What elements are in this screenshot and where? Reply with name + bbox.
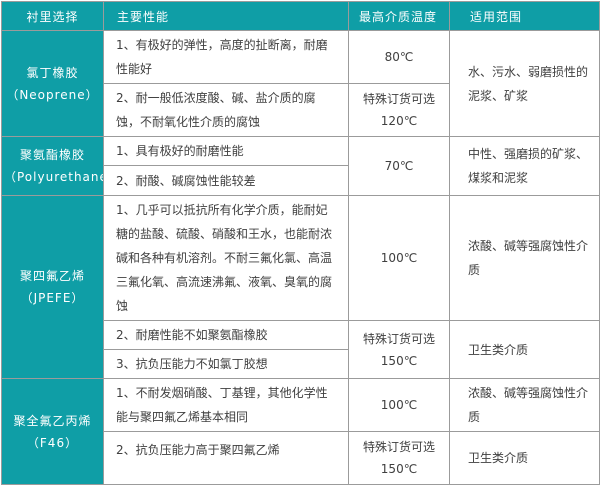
material-name-en: （Polyurethane）: [4, 170, 103, 184]
table-row: 3、抗负压能力不如氯丁胶想: [2, 349, 600, 379]
table-row: 氯丁橡胶 （Neoprene） 1、有极好的弹性，高度的扯断离，耐磨性能好 80…: [1, 30, 600, 137]
range-cell: 浓酸、碱等强腐蚀性介质: [449, 378, 600, 432]
temp-special-order-label: 特殊订货可选: [362, 92, 435, 106]
table-row: 聚四氟乙烯 （JPEFE） 1、几乎可以抵抗所有化学介质，能耐妃糖的盐酸、硫酸、…: [1, 195, 600, 379]
material-cell-polyurethane: 聚氨酯橡胶 （Polyurethane）: [1, 136, 104, 196]
temp-cell: 特殊订货可选 150℃: [348, 320, 450, 379]
temp-special-order-value: 150℃: [380, 462, 418, 476]
header-lining-selection: 衬里选择: [1, 1, 104, 31]
temp-cell: 特殊订货可选 150℃: [348, 431, 450, 485]
property-cell: 2、抗负压能力高于聚四氟乙烯: [103, 431, 349, 485]
property-cell: 2、耐一般低浓度酸、碱、盐介质的腐蚀，不耐氧化性介质的腐蚀: [103, 83, 349, 137]
temp-cell: 特殊订货可选 120℃: [348, 83, 450, 137]
property-cell: 1、几乎可以抵抗所有化学介质，能耐妃糖的盐酸、硫酸、硝酸和王水，也能耐浓碱和各种…: [103, 195, 349, 321]
table-row: 2、耐磨性能不如聚氨酯橡胶 特殊订货可选 150℃ 卫生类介质: [2, 320, 600, 379]
range-cell: 卫生类介质: [449, 320, 600, 379]
header-max-medium-temp: 最高介质温度: [348, 1, 450, 31]
material-name-en: （Neoprene）: [6, 87, 99, 102]
property-cell: 2、耐磨性能不如聚氨酯橡胶: [103, 320, 349, 350]
range-cell: 中性、强磨损的矿浆、煤浆和泥浆: [449, 136, 600, 196]
table-row: 聚氨酯橡胶 （Polyurethane） 1、具有极好的耐磨性能 70℃ 中性、…: [1, 136, 600, 196]
material-name-cn: 聚四氟乙烯: [19, 269, 85, 283]
material-name-cn: 聚氨酯橡胶: [19, 148, 85, 162]
property-cell: 1、有极好的弹性，高度的扯断离，耐磨性能好: [103, 30, 349, 84]
header-row: 衬里选择 主要性能 最高介质温度 适用范围: [1, 1, 600, 31]
range-cell: 浓酸、碱等强腐蚀性介质: [449, 195, 600, 321]
temp-special-order-label: 特殊订货可选: [362, 331, 435, 346]
temp-cell: 100℃: [348, 195, 450, 321]
temp-special-order-label: 特殊订货可选: [362, 440, 435, 454]
temp-cell: 80℃: [348, 30, 450, 84]
material-cell-neoprene: 氯丁橡胶 （Neoprene）: [1, 30, 104, 137]
property-cell: 1、具有极好的耐磨性能: [103, 136, 349, 166]
material-name-cn: 聚全氟乙丙烯: [13, 413, 92, 428]
material-name-en: （F46）: [26, 435, 79, 450]
temp-special-order-value: 150℃: [380, 353, 418, 368]
material-cell-f46: 聚全氟乙丙烯 （F46）: [1, 378, 104, 485]
temp-cell: 100℃: [348, 378, 450, 432]
property-cell: 3、抗负压能力不如氯丁胶想: [103, 349, 349, 379]
table-row: 聚全氟乙丙烯 （F46） 1、不耐发烟硝酸、丁基锂，其他化学性能与聚四氟乙烯基本…: [1, 378, 600, 485]
header-application-range: 适用范围: [449, 1, 600, 31]
range-cell: 水、污水、弱磨损性的泥浆、矿浆: [449, 30, 600, 137]
property-cell: 2、耐酸、碱腐蚀性能较差: [103, 165, 349, 196]
temp-special-order-value: 120℃: [380, 114, 418, 128]
range-cell: 卫生类介质: [449, 431, 600, 485]
temp-cell: 70℃: [348, 136, 450, 196]
property-cell: 1、不耐发烟硝酸、丁基锂，其他化学性能与聚四氟乙烯基本相同: [103, 378, 349, 432]
header-main-performance: 主要性能: [103, 1, 349, 31]
material-cell-ptfe: 聚四氟乙烯 （JPEFE）: [1, 195, 104, 379]
table-row: 2、耐一般低浓度酸、碱、盐介质的腐蚀，不耐氧化性介质的腐蚀 特殊订货可选 120…: [2, 83, 600, 137]
material-name-cn: 氯丁橡胶: [26, 65, 79, 80]
material-name-en: （JPEFE）: [20, 291, 85, 305]
